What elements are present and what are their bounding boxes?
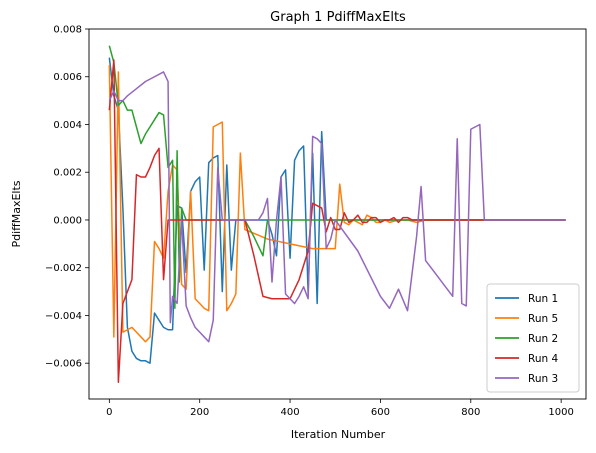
y-tick-label: −0.002 [45, 263, 82, 274]
x-tick-label: 200 [190, 407, 209, 418]
y-tick-label: 0.006 [53, 72, 82, 83]
legend-label: Run 1 [528, 293, 558, 305]
y-tick-label: 0.000 [53, 215, 82, 226]
series-line-run-2 [108, 45, 566, 310]
x-tick-label: 400 [281, 407, 300, 418]
series-line-run-4 [108, 59, 566, 384]
series-line-run-3 [108, 71, 566, 343]
y-tick-label: −0.004 [45, 311, 82, 322]
y-tick-label: 0.004 [53, 120, 82, 131]
legend-label: Run 5 [528, 313, 558, 325]
legend-label: Run 2 [528, 333, 558, 345]
chart-title: Graph 1 PdiffMaxElts [270, 10, 406, 25]
y-tick-label: −0.006 [45, 359, 82, 370]
plot-frame [88, 28, 587, 400]
y-tick-label: 0.008 [53, 25, 82, 36]
legend: Run 1 Run 5 Run 2 Run 4 Run 3 [486, 283, 580, 393]
plot-lines [108, 45, 566, 384]
legend-label: Run 4 [528, 353, 558, 365]
x-axis-ticks: 0 200 400 600 800 1000 [106, 399, 574, 418]
x-tick-label: 600 [371, 407, 390, 418]
x-tick-label: 1000 [548, 407, 573, 418]
x-axis-label: Iteration Number [291, 428, 386, 441]
y-axis-ticks: −0.006 −0.004 −0.002 0.000 0.002 0.004 0.006 0.… [45, 25, 89, 370]
y-axis-label: PdiffMaxElts [10, 180, 23, 247]
x-tick-label: 0 [106, 407, 112, 418]
legend-box [486, 283, 580, 393]
y-tick-label: 0.002 [53, 168, 82, 179]
x-tick-label: 800 [461, 407, 480, 418]
legend-label: Run 3 [528, 373, 558, 385]
